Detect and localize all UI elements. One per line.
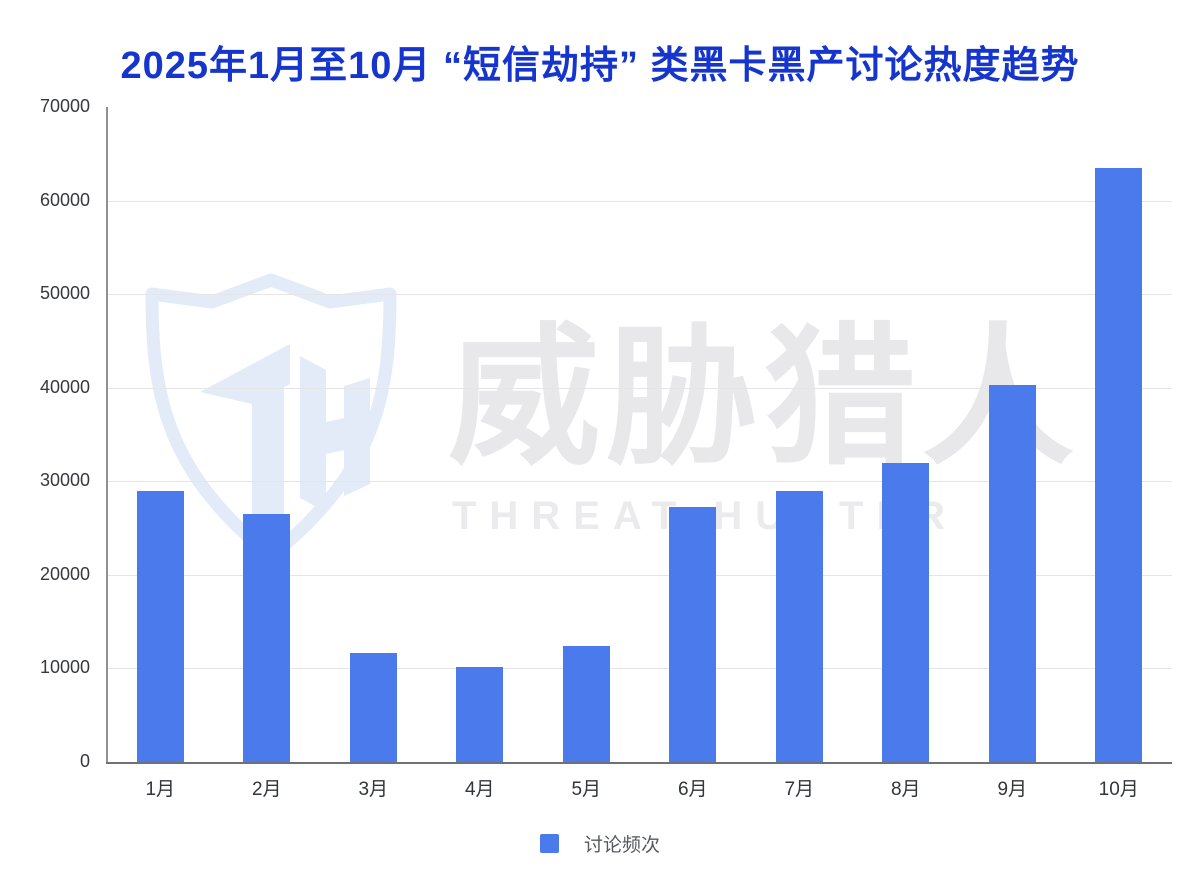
bar-10月: [1095, 168, 1143, 762]
bar-1月: [136, 491, 184, 762]
y-tick-label-60000: 60000: [39, 189, 90, 210]
x-tick-label-8月: 8月: [890, 779, 921, 800]
watermark-chinese-text: 威胁猎人: [448, 313, 1080, 483]
y-tick-label-70000: 70000: [39, 96, 90, 116]
x-tick-label-2月: 2月: [251, 779, 282, 800]
x-tick-label-10月: 10月: [1098, 779, 1139, 800]
gridline-50000: [108, 294, 1172, 296]
x-tick-label-4月: 4月: [464, 779, 495, 800]
bar-3月: [349, 653, 397, 762]
x-tick-label-1月: 1月: [145, 779, 176, 800]
gridline-40000: [108, 387, 1172, 389]
chart-title: 2025年1月至10月 “短信劫持” 类黑卡黑产讨论热度趋势: [120, 45, 1080, 87]
gridline-60000: [108, 200, 1172, 202]
x-tick-label-9月: 9月: [997, 779, 1028, 800]
gridline-30000: [108, 481, 1172, 483]
bar-6月: [669, 507, 717, 762]
y-tick-label-20000: 20000: [39, 563, 90, 584]
y-tick-label-50000: 50000: [39, 283, 90, 304]
y-tick-label-40000: 40000: [39, 376, 90, 397]
x-tick-label-5月: 5月: [571, 779, 602, 800]
legend-label: 讨论频次: [583, 834, 660, 856]
gridline-20000: [108, 574, 1172, 576]
th-monogram-icon: [200, 344, 370, 534]
x-tick-label-6月: 6月: [677, 779, 708, 800]
legend-swatch: [539, 833, 559, 853]
y-tick-label-0: 0: [79, 751, 90, 771]
y-axis-line: [106, 107, 108, 762]
plot-area: 威胁猎人 THREAT HUNTER: [106, 107, 1172, 764]
bar-9月: [988, 385, 1036, 762]
gridline-10000: [108, 668, 1172, 670]
legend: 讨论频次: [0, 826, 1200, 860]
bar-8月: [882, 463, 930, 762]
y-tick-label-10000: 10000: [39, 657, 90, 678]
y-tick-label-30000: 30000: [39, 470, 90, 491]
x-tick-label-3月: 3月: [358, 779, 389, 800]
bar-5月: [562, 646, 610, 762]
x-tick-label-7月: 7月: [784, 779, 815, 800]
bar-7月: [775, 491, 823, 762]
bar-4月: [456, 667, 504, 762]
x-axis-line: [106, 762, 1172, 764]
bar-2月: [243, 514, 291, 762]
